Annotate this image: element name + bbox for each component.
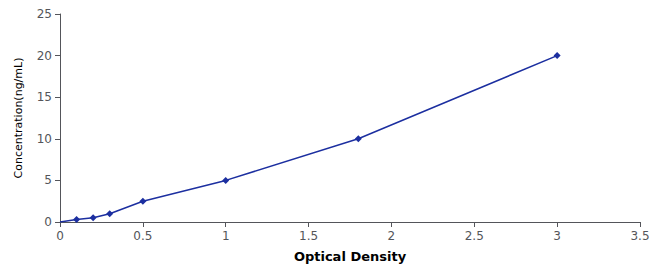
svg-text:0: 0	[44, 215, 52, 229]
svg-text:3.5: 3.5	[630, 229, 649, 243]
svg-text:1.5: 1.5	[299, 229, 318, 243]
svg-text:2: 2	[388, 229, 396, 243]
svg-text:2.5: 2.5	[465, 229, 484, 243]
svg-text:5: 5	[44, 173, 52, 187]
svg-text:20: 20	[37, 49, 52, 63]
svg-text:0: 0	[56, 229, 64, 243]
svg-text:Concentration(ng/mL): Concentration(ng/mL)	[12, 58, 25, 179]
svg-text:3: 3	[553, 229, 561, 243]
svg-text:Optical Density: Optical Density	[294, 249, 407, 264]
svg-text:15: 15	[37, 90, 52, 104]
svg-text:0.5: 0.5	[133, 229, 152, 243]
svg-text:10: 10	[37, 132, 52, 146]
svg-text:1: 1	[222, 229, 230, 243]
svg-text:25: 25	[37, 7, 52, 21]
